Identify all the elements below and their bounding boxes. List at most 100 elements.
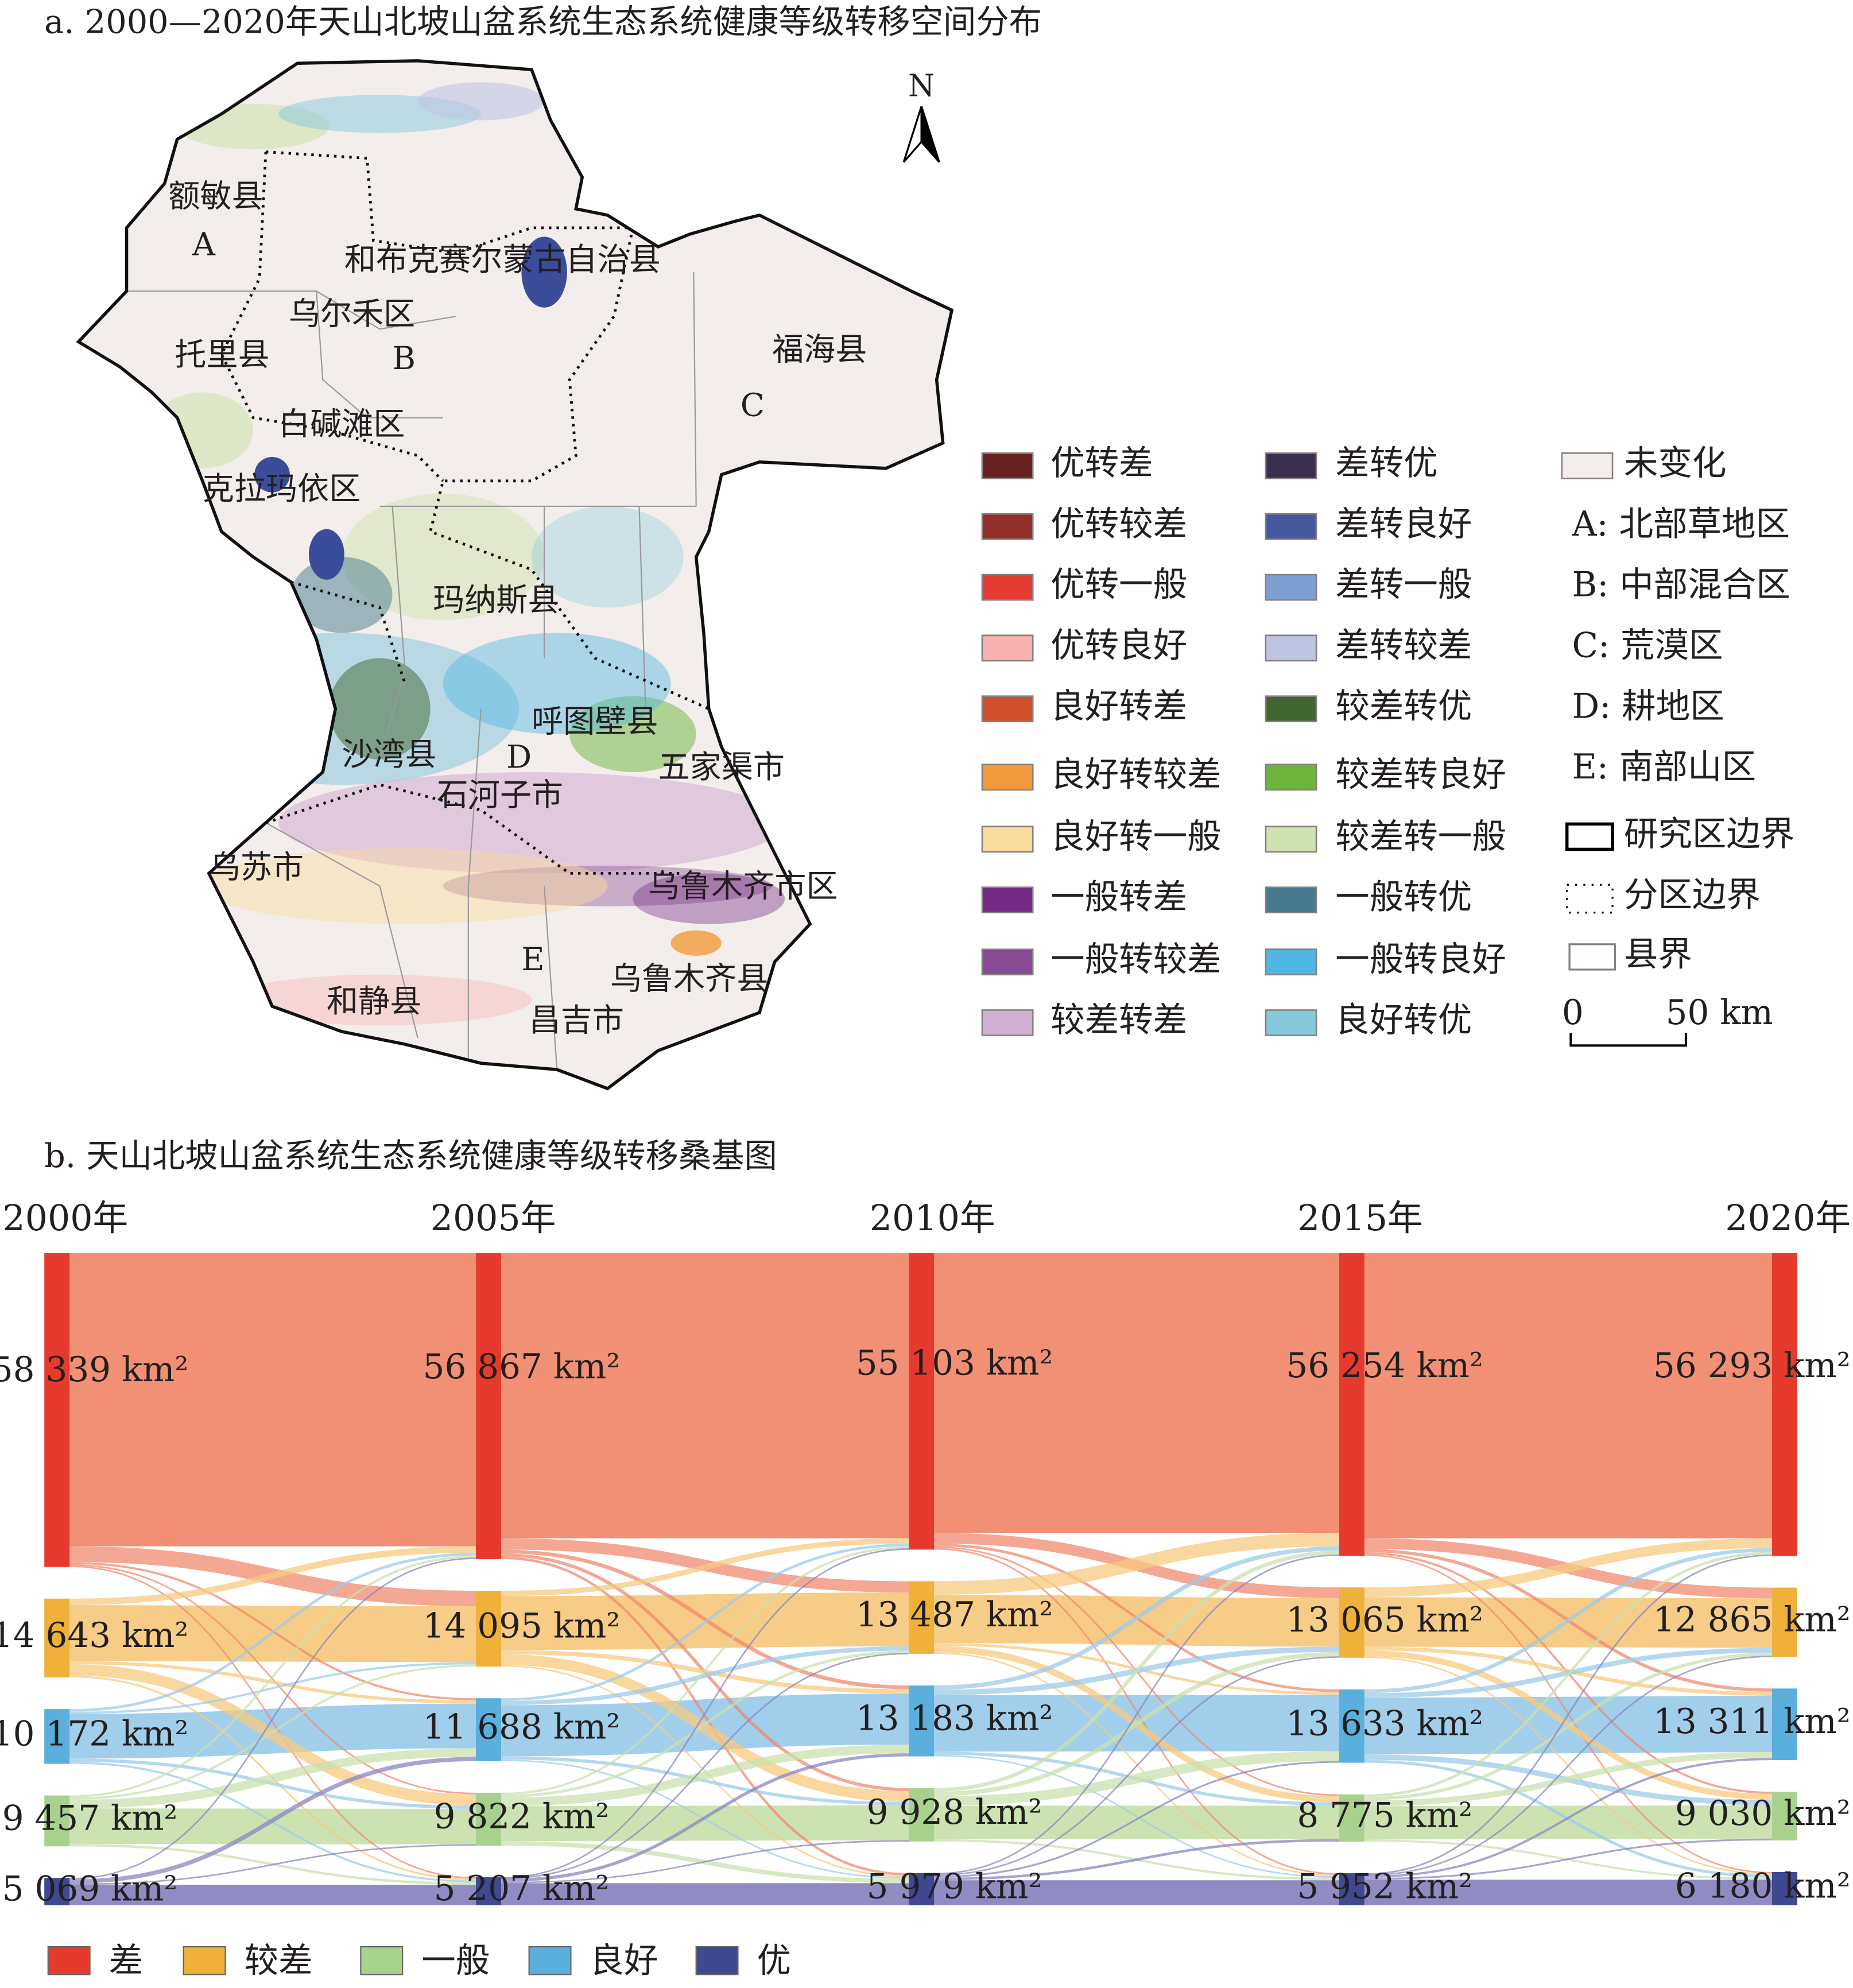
sankey-node-value-label: 9 822 km²: [434, 1797, 610, 1836]
legend-label: 良好转优: [1335, 1001, 1472, 1040]
sankey-node-优: [1771, 1871, 1797, 1905]
sankey-node-value-label: 8 775 km²: [1297, 1796, 1472, 1835]
legend-label: 差转较差: [1335, 626, 1472, 665]
sankey-node-良好: [1771, 1688, 1797, 1761]
lake-change-patch: [254, 456, 290, 493]
legend-label: 优转一般: [1050, 565, 1187, 605]
sankey-link-一般-to-较差: [934, 1652, 1339, 1796]
sankey-node-良好: [909, 1685, 935, 1757]
sankey-node-value-label: 10 172 km²: [0, 1714, 188, 1754]
zone-boundary: [265, 150, 710, 710]
sankey-link-一般-to-一般: [501, 1805, 909, 1842]
legend-swatch: [1265, 452, 1317, 479]
legend-label: 良好转一般: [1050, 817, 1222, 857]
sankey-legend-swatch: [360, 1946, 404, 1975]
sankey-link-良好-to-一般: [69, 1758, 476, 1809]
sankey-node-value-label: 5 952 km²: [1297, 1867, 1472, 1907]
change-patch: [443, 866, 773, 906]
sankey-link-优-to-较差: [1364, 1656, 1772, 1876]
sankey-link-一般-to-良好: [69, 1748, 476, 1809]
legend-label: 一般转较差: [1050, 940, 1222, 979]
sankey-node-value-label: 58 339 km²: [0, 1350, 188, 1390]
map-place-label: C: [741, 386, 765, 423]
change-patch: [342, 493, 545, 621]
sankey-node-差: [1339, 1253, 1364, 1556]
change-patch: [443, 633, 671, 734]
legend-swatch: [1265, 513, 1317, 540]
county-boundary: [316, 291, 443, 418]
map-place-label: B: [393, 340, 416, 377]
sankey-link-差-to-良好: [501, 1549, 909, 1689]
sankey-node-良好: [476, 1698, 502, 1761]
sankey-link-差-to-一般: [69, 1564, 476, 1795]
sankey-node-较差: [44, 1598, 70, 1678]
change-patch: [329, 658, 431, 759]
sankey-link-优-to-差: [501, 1548, 909, 1879]
legend-label: 差转优: [1335, 444, 1438, 483]
legend-label: 较差转差: [1050, 1001, 1187, 1040]
county-boundary-swatch: [1568, 943, 1616, 971]
legend-swatch: [981, 764, 1034, 791]
legend-label: 未变化: [1624, 444, 1727, 483]
map-place-label: 托里县: [175, 336, 269, 373]
sankey-node-优: [1339, 1873, 1364, 1905]
panel-b-title: b. 天山北坡山盆系统生态系统健康等级转移桑基图: [44, 1137, 777, 1175]
legend-label: 一般转优: [1335, 878, 1472, 917]
sankey-link-一般-to-较差: [501, 1650, 909, 1798]
sankey-link-良好-to-差: [69, 1552, 476, 1712]
year-label: 2010年: [870, 1198, 995, 1239]
sankey-link-良好-to-较差: [69, 1662, 476, 1714]
sankey-node-value-label: 13 183 km²: [856, 1699, 1053, 1738]
sankey-legend-label: 良好: [590, 1941, 658, 1981]
legend-swatch: [1265, 886, 1317, 914]
legend-swatch: [981, 826, 1034, 853]
map-place-label: D: [506, 738, 532, 775]
sankey-legend-label: 差: [109, 1941, 144, 1981]
zone-legend-label: A: 北部草地区: [1571, 505, 1790, 544]
legend-swatch: [1265, 764, 1317, 791]
sankey-link-一般-to-差: [501, 1546, 909, 1795]
change-patch: [278, 772, 785, 874]
map-place-label: 石河子市: [437, 777, 563, 813]
legend-swatch: [981, 452, 1034, 479]
sankey-node-良好: [1339, 1689, 1364, 1763]
legend-label: 差转一般: [1335, 565, 1472, 605]
sankey-node-差: [909, 1253, 935, 1550]
sankey-legend-label: 较差: [245, 1941, 313, 1981]
sankey-node-较差: [1771, 1587, 1797, 1657]
sankey-node-一般: [44, 1795, 70, 1847]
sankey-node-value-label: 11 688 km²: [423, 1708, 621, 1747]
scale-bar: [1569, 1033, 1687, 1047]
legend-swatch-unchanged: [1561, 452, 1614, 479]
legend-swatch: [981, 886, 1034, 914]
sankey-node-value-label: 14 095 km²: [423, 1607, 621, 1646]
sankey-link-较差-to-差: [1364, 1538, 1772, 1598]
legend-label: 良好转差: [1050, 687, 1187, 726]
change-patch: [532, 506, 684, 608]
legend-label: 一般转差: [1050, 878, 1187, 917]
sankey-link-良好-to-差: [501, 1543, 909, 1701]
sankey-node-一般: [476, 1792, 502, 1846]
sankey-node-较差: [476, 1590, 502, 1667]
sankey-node-value-label: 13 065 km²: [1286, 1601, 1483, 1640]
sankey-link-较差-to-差: [69, 1546, 476, 1606]
sankey-link-差-to-优: [69, 1565, 476, 1879]
sankey-node-优: [476, 1877, 502, 1905]
county-boundary: [265, 822, 418, 1038]
change-patch: [291, 557, 393, 633]
map-place-label: 和布克赛尔蒙古自治县: [344, 241, 661, 278]
legend-label: 一般转良好: [1335, 940, 1506, 979]
sankey-node-一般: [909, 1788, 935, 1842]
sankey-node-value-label: 6 180 km²: [1675, 1866, 1851, 1906]
north-arrow-icon: N: [902, 69, 940, 163]
sankey-legend-label: 一般: [421, 1941, 490, 1981]
sankey-link-一般-to-较差: [69, 1664, 476, 1800]
sankey-link-优-to-良好: [1364, 1758, 1772, 1878]
zone-legend-label: E: 南部山区: [1572, 747, 1755, 787]
county-boundary: [467, 708, 482, 1064]
sankey-link-差-to-优: [501, 1556, 909, 1876]
legend-label: 研究区边界: [1624, 815, 1795, 854]
sankey-node-优: [44, 1878, 70, 1905]
sankey-link-优-to-一般: [934, 1839, 1339, 1881]
sankey-link-优-to-一般: [1364, 1838, 1772, 1880]
